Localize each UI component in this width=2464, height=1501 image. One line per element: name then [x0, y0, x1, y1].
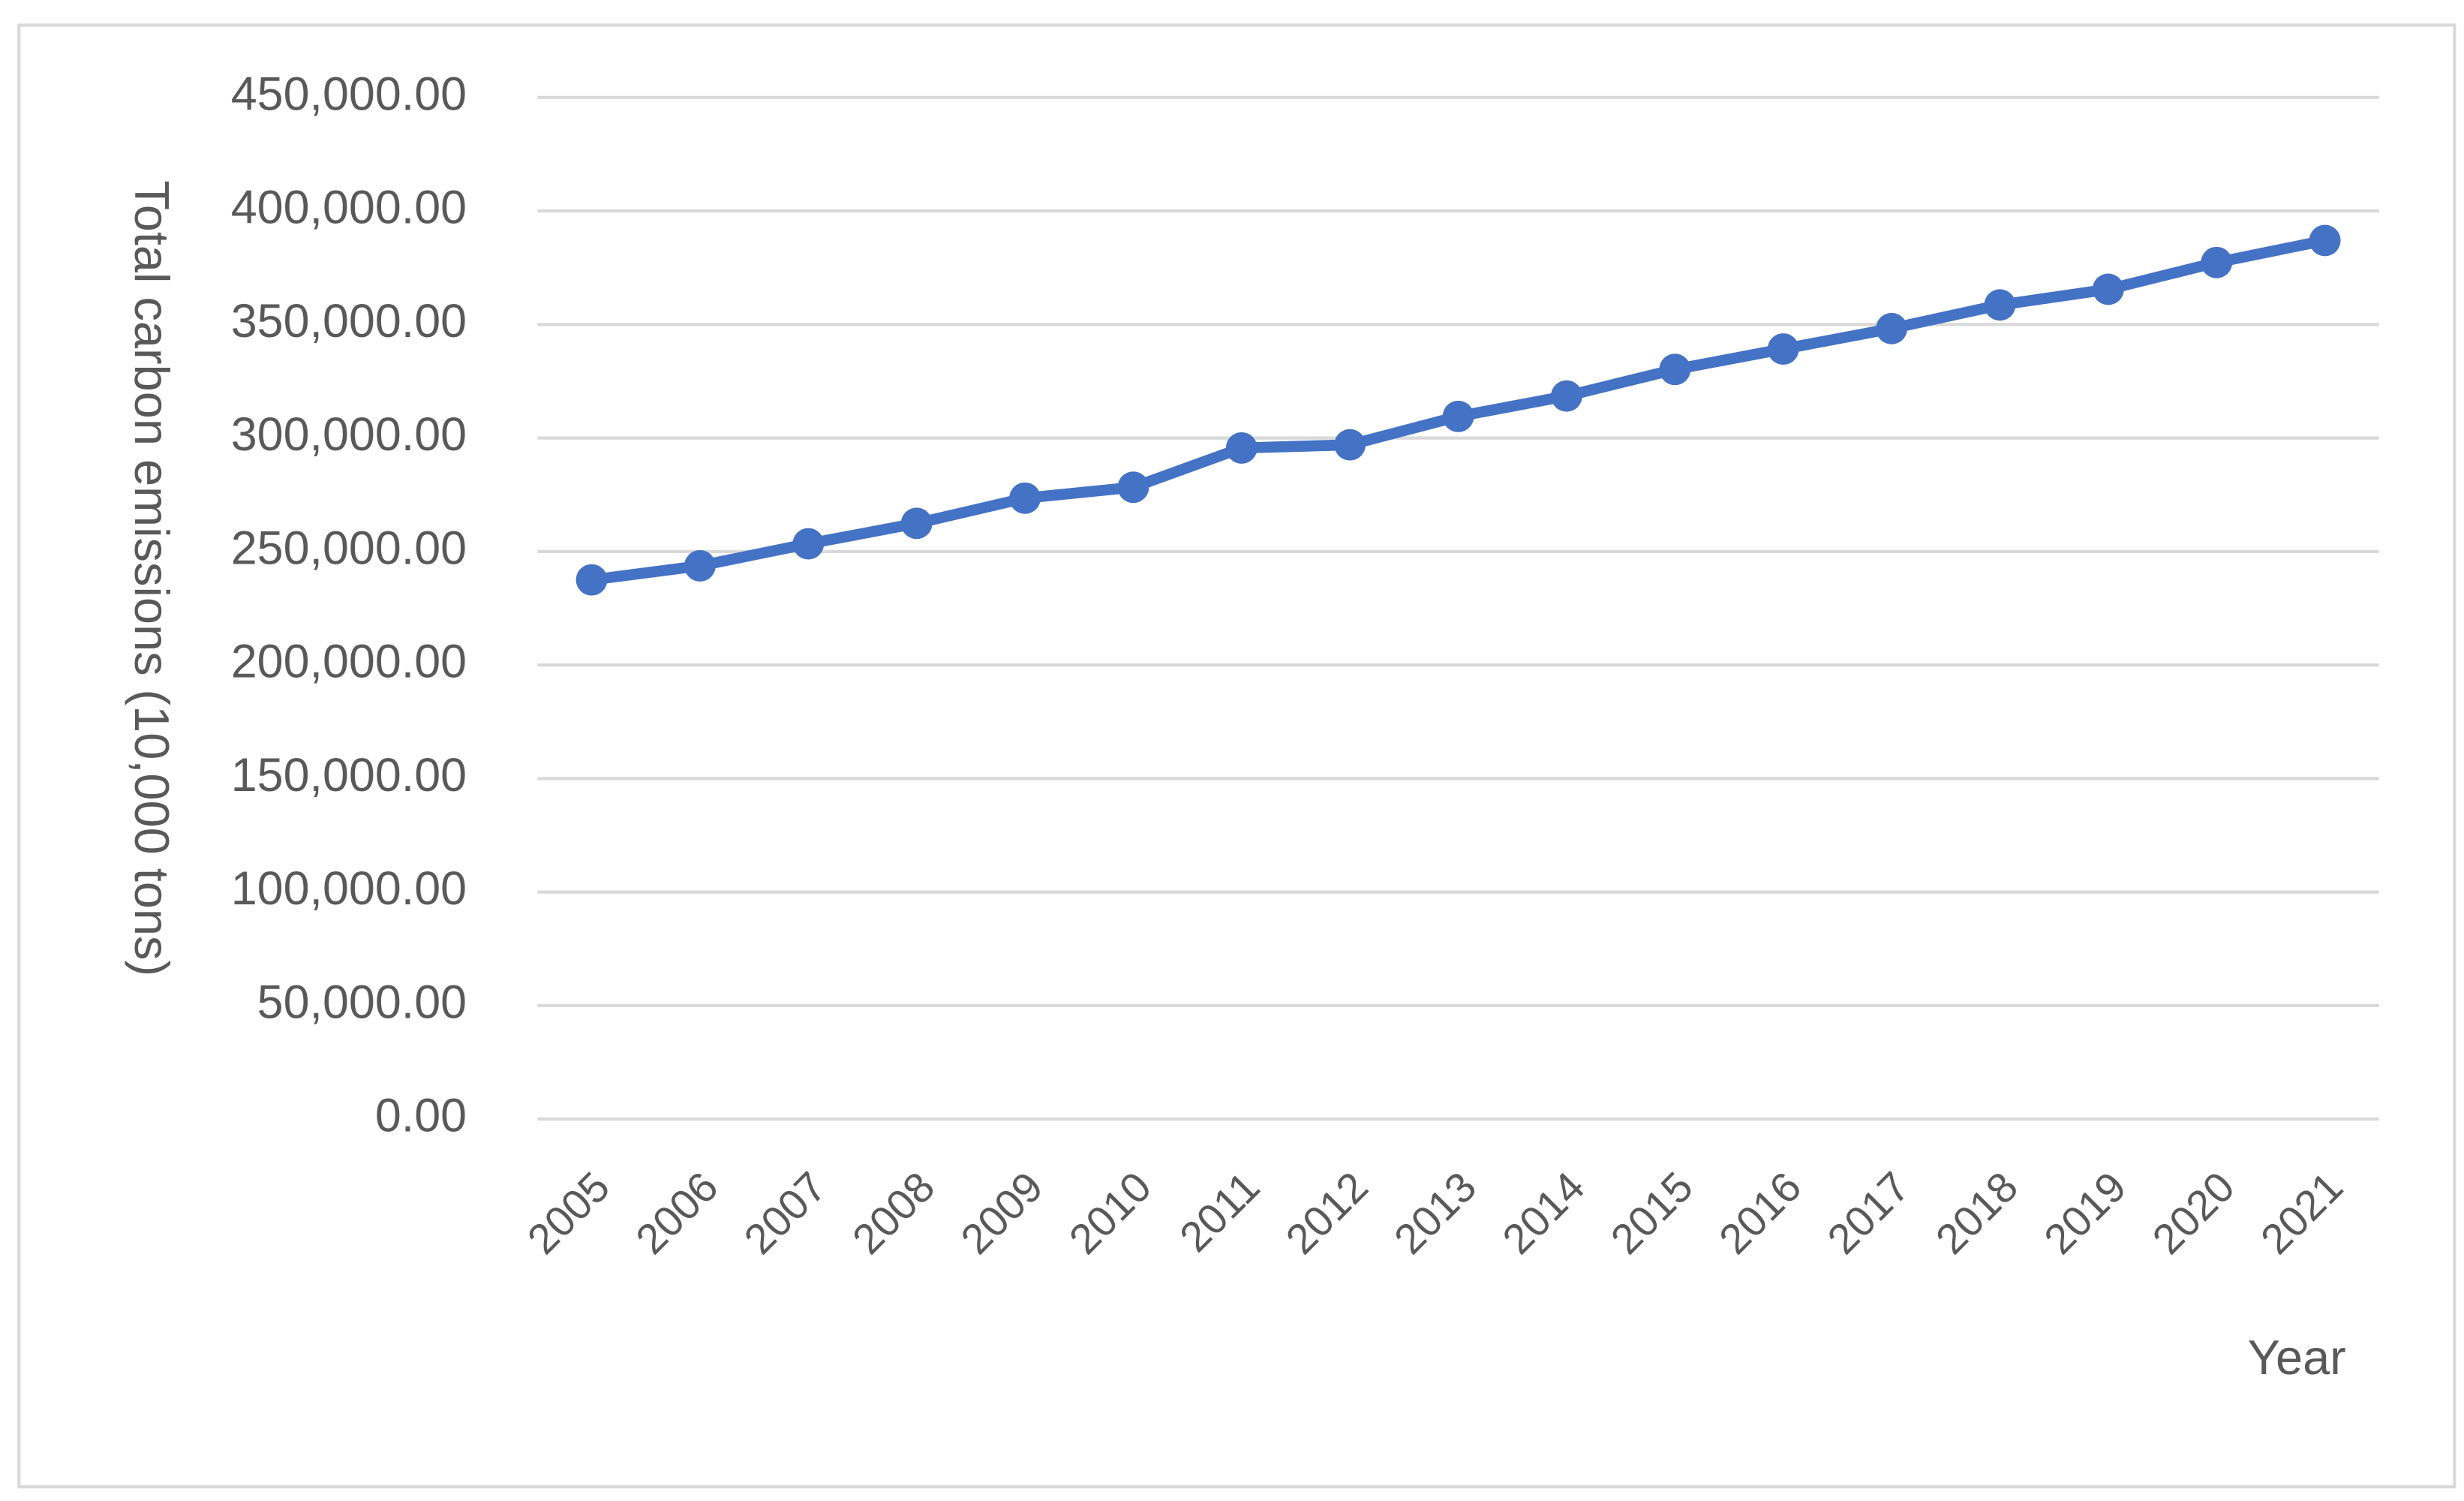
y-tick-label: 100,000.00	[231, 862, 467, 915]
data-point	[1225, 432, 1258, 464]
data-point	[792, 528, 825, 560]
y-tick-label: 50,000.00	[257, 976, 467, 1028]
y-tick-label: 350,000.00	[231, 295, 467, 347]
data-point	[2201, 246, 2233, 278]
data-point	[1334, 429, 1366, 461]
y-tick-label: 400,000.00	[231, 182, 467, 234]
data-point	[1117, 471, 1149, 504]
y-tick-label: 300,000.00	[231, 408, 467, 461]
data-point	[684, 549, 716, 582]
y-tick-label: 250,000.00	[231, 522, 467, 574]
x-axis-title: Year	[2248, 1330, 2346, 1385]
y-tick-label: 0.00	[375, 1090, 467, 1142]
data-point	[900, 507, 933, 540]
y-tick-label: 200,000.00	[231, 636, 467, 688]
data-point	[1659, 353, 1691, 386]
data-point	[1009, 482, 1041, 514]
data-point	[1876, 312, 1908, 344]
data-point	[1984, 289, 2016, 321]
data-point	[1767, 333, 1799, 365]
data-point	[2092, 273, 2124, 305]
data-point	[2309, 224, 2341, 257]
data-point	[1442, 400, 1474, 432]
data-point	[575, 564, 608, 596]
data-point	[1551, 380, 1582, 412]
y-tick-label: 450,000.00	[231, 68, 467, 120]
y-axis-title: Total carbon emissions (10,000 tons)	[125, 180, 179, 976]
chart-border	[17, 23, 2456, 1489]
y-tick-label: 150,000.00	[231, 749, 467, 802]
